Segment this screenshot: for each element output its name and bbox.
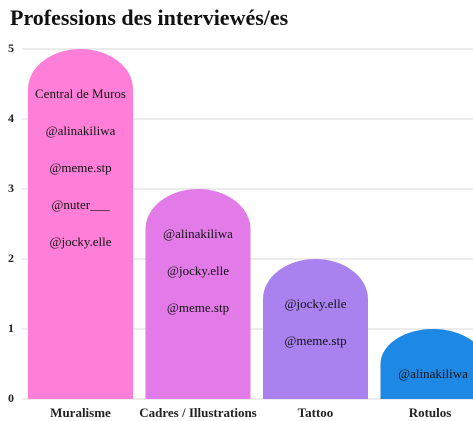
bar-inner-label: @alinakiliwa bbox=[163, 226, 233, 241]
bar-inner-label: Central de Muros bbox=[35, 86, 126, 101]
bar-inner-label: @alinakiliwa bbox=[398, 366, 468, 381]
bar-inner-label: @jocky.elle bbox=[167, 263, 229, 278]
x-tick-label: Cadres / Illustrations bbox=[139, 405, 257, 420]
bar-inner-label: @nuter___ bbox=[51, 197, 110, 212]
x-tick-label: Muralisme bbox=[50, 405, 111, 420]
x-tick-label: Tattoo bbox=[298, 405, 334, 420]
y-tick-label: 0 bbox=[8, 391, 14, 405]
y-tick-label: 1 bbox=[8, 321, 14, 335]
y-tick-label: 2 bbox=[8, 251, 14, 265]
bar-inner-label: @jocky.elle bbox=[284, 296, 346, 311]
bar-inner-label: @alinakiliwa bbox=[46, 123, 116, 138]
bar-inner-label: @meme.stp bbox=[49, 160, 111, 175]
bar bbox=[380, 329, 473, 399]
y-tick-label: 5 bbox=[8, 41, 14, 55]
x-tick-label: Rotulos bbox=[409, 405, 452, 420]
bar-inner-label: @meme.stp bbox=[167, 300, 229, 315]
chart-title: Professions des interviewés/es bbox=[10, 5, 289, 30]
bar-inner-label: @meme.stp bbox=[284, 333, 346, 348]
y-tick-label: 4 bbox=[8, 111, 14, 125]
bar-inner-label: @jocky.elle bbox=[49, 234, 111, 249]
y-tick-label: 3 bbox=[8, 181, 14, 195]
bar bbox=[145, 189, 251, 399]
bar bbox=[263, 259, 368, 399]
bar bbox=[28, 49, 133, 400]
